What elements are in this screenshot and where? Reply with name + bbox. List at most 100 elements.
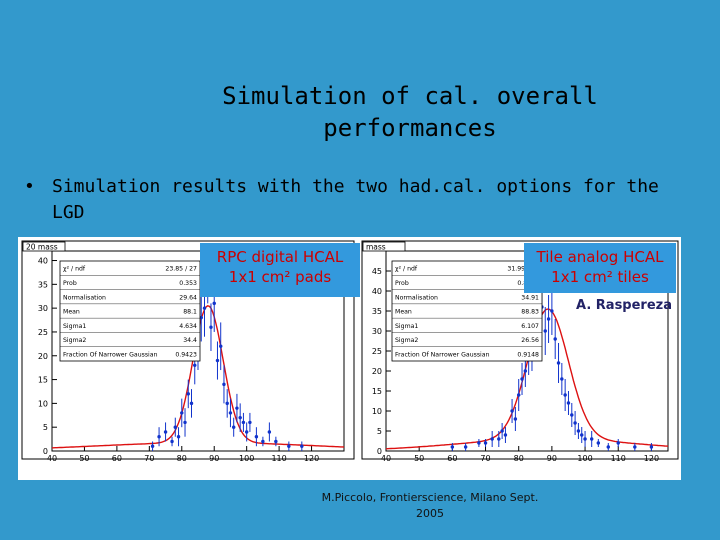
data-point	[202, 306, 207, 310]
data-point	[483, 441, 488, 445]
data-point	[248, 420, 252, 425]
stats-label: Fraction Of Narrower Gaussian	[63, 351, 158, 358]
data-point	[513, 417, 518, 421]
stats-value: 6.107	[521, 323, 539, 330]
stats-value: 23.85 / 27	[165, 266, 197, 273]
data-point	[267, 430, 272, 434]
x-tick-label: 100	[239, 454, 254, 463]
data-point	[450, 445, 455, 449]
data-point	[583, 437, 587, 441]
x-tick-label: 60	[447, 454, 457, 463]
y-tick-label: 15	[372, 387, 382, 396]
stats-value: 0.9423	[175, 351, 197, 358]
stats-value: 88.83	[521, 309, 539, 316]
stats-value: 29.64	[179, 294, 197, 301]
y-tick-label: 10	[372, 407, 382, 416]
data-point	[560, 377, 564, 381]
plot-area	[51, 250, 345, 452]
detector-label-line2: 1x1 cm² pads	[229, 268, 332, 286]
slide-title-line2: performances	[323, 114, 497, 142]
detector-label-line1: RPC digital HCAL	[217, 248, 344, 266]
stats-label: χ² / ndf	[395, 266, 418, 273]
x-tick-label: 70	[480, 454, 490, 463]
histogram-name-box	[22, 241, 66, 252]
data-point	[596, 441, 601, 445]
x-tick-label: 40	[381, 454, 391, 463]
y-tick-label: 5	[43, 423, 48, 432]
slide-title-line1: Simulation of cal. overall	[222, 82, 598, 110]
x-tick-label: 60	[112, 454, 122, 463]
data-point	[589, 437, 594, 441]
x-tick-label: 110	[611, 454, 626, 463]
stats-label: Prob	[395, 280, 409, 287]
histogram-name: mass	[366, 243, 386, 252]
data-point	[231, 425, 236, 429]
data-point	[163, 430, 168, 434]
data-point	[580, 433, 584, 437]
data-point	[170, 439, 174, 444]
x-tick-label: 70	[144, 454, 154, 463]
data-point	[193, 363, 197, 367]
stats-value: 4.634	[179, 323, 197, 330]
data-point	[225, 401, 229, 406]
data-point	[490, 437, 494, 441]
data-point	[546, 317, 551, 321]
histogram-figure: 0 5 10 15 20 25 30 35 40 40 50 60 70 80 90 100 110 120 20 …	[18, 237, 681, 480]
data-point	[274, 439, 278, 444]
stats-label: Normalisation	[395, 294, 438, 301]
stats-value: 34.4	[183, 337, 197, 344]
stats-label: Mean	[395, 309, 412, 316]
data-point	[244, 430, 249, 434]
histogram-panel-2: 0 5 10 15 20 25 30 35 40 45 40 50 60 70 80 90 100 110 120 m…	[361, 240, 679, 463]
histogram-name: 20 mass	[26, 243, 58, 252]
y-tick-label: 35	[372, 307, 382, 316]
data-point	[180, 411, 184, 415]
y-tick-label: 0	[377, 447, 382, 456]
data-point	[606, 445, 610, 449]
data-point	[523, 369, 528, 373]
histogram-name-box	[362, 241, 406, 252]
data-point	[497, 437, 501, 441]
bullet-item: • Simulation results with the two had.ca…	[20, 174, 700, 226]
data-point	[550, 309, 554, 313]
data-point	[566, 401, 571, 405]
stats-value: 0.9148	[517, 351, 539, 358]
author-credit: A. Raspereza	[576, 298, 672, 313]
stats-label: Sigma1	[395, 323, 418, 330]
stats-label: Mean	[63, 309, 80, 316]
y-tick-label: 30	[372, 327, 382, 336]
data-point	[173, 425, 177, 429]
fit-curve	[385, 308, 669, 450]
data-point	[219, 344, 223, 348]
data-point	[520, 377, 524, 381]
y-tick-label: 20	[372, 367, 382, 376]
stats-label: Prob	[63, 280, 77, 287]
data-point	[649, 445, 654, 449]
data-point	[503, 433, 508, 437]
y-tick-label: 30	[38, 304, 48, 313]
data-point	[261, 439, 265, 444]
data-point	[186, 392, 190, 396]
x-tick-label: 50	[79, 454, 89, 463]
bullet-text: Simulation results with the two had.cal.…	[52, 176, 659, 223]
data-point	[157, 435, 161, 439]
data-point	[517, 393, 521, 397]
detector-label-box	[200, 243, 360, 297]
stats-box	[59, 260, 201, 362]
y-tick-label: 15	[38, 376, 48, 385]
histogram-panel-1: 0 5 10 15 20 25 30 35 40 40 50 60 70 80 90 100 110 120 20 …	[21, 240, 360, 463]
data-point	[254, 435, 259, 439]
stats-box	[391, 260, 543, 362]
stats-label: Normalisation	[63, 294, 106, 301]
x-tick-label: 120	[644, 454, 659, 463]
stats-value: 31.99 / 43	[507, 266, 539, 273]
data-point	[150, 444, 155, 448]
data-point	[477, 441, 481, 445]
x-tick-label: 90	[209, 454, 219, 463]
y-tick-label: 5	[377, 427, 382, 436]
data-point	[228, 411, 233, 415]
data-point	[183, 420, 187, 425]
data-point	[570, 413, 574, 417]
bullet-marker: •	[24, 176, 35, 197]
y-tick-label: 35	[38, 280, 48, 289]
